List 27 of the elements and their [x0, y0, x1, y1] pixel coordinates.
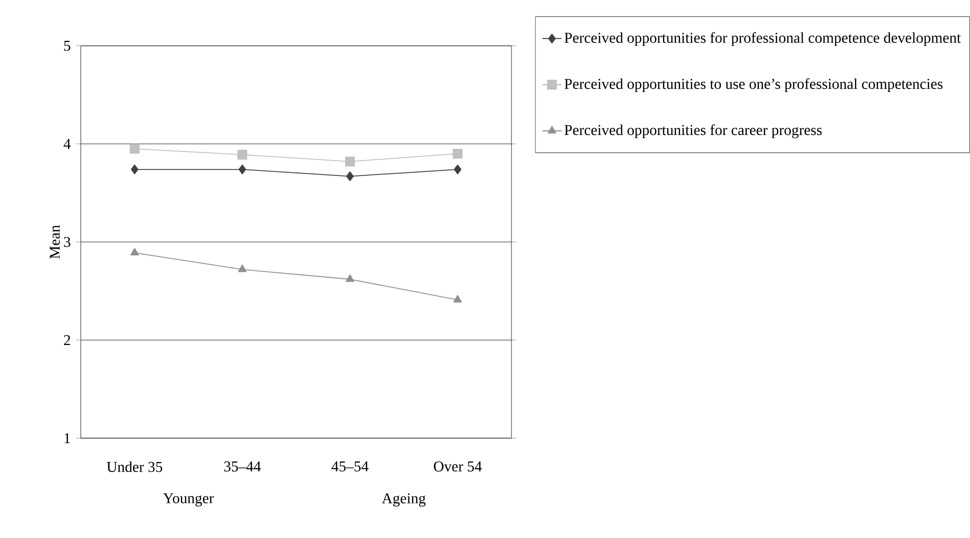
point	[130, 164, 138, 174]
point	[238, 164, 246, 174]
y-tick-label: 3	[64, 236, 70, 247]
x-tick-label: 35–44	[224, 461, 261, 472]
legend-label: Perceived opportunities for career progress	[564, 124, 822, 138]
y-axis-title: Mean	[50, 225, 60, 259]
y-tick-label: 4	[64, 138, 71, 149]
x-tick-label: Under 35	[106, 461, 162, 472]
text: Ageing	[382, 493, 426, 506]
y-tick-label: 5	[64, 40, 70, 51]
legend-label: Perceived opportunities to use one’s professional competencies	[564, 78, 943, 92]
legend-label: Perceived opportunities for professional competence development	[564, 32, 961, 46]
point	[346, 171, 354, 182]
point	[238, 264, 247, 272]
x-tick-label: Over 54	[434, 461, 482, 472]
y-tick-label: 2	[64, 335, 70, 345]
text: Younger	[163, 493, 214, 506]
point	[453, 294, 462, 302]
point	[237, 150, 248, 160]
point	[130, 144, 140, 154]
point	[454, 164, 462, 174]
point	[346, 274, 354, 282]
point	[345, 156, 355, 166]
point	[452, 148, 463, 159]
x-tick-label: 45–54	[332, 461, 368, 472]
y-tick-label: 1	[64, 433, 70, 444]
point	[130, 248, 139, 256]
